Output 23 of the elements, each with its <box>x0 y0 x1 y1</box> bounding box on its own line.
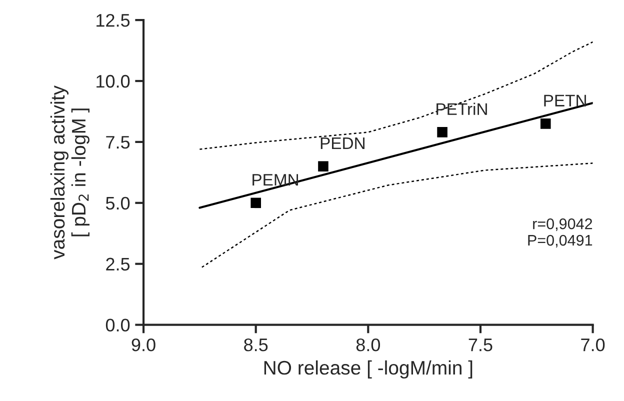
annotation: PEMN <box>252 174 298 186</box>
point <box>437 127 448 138</box>
x-tick-label: 8.5 <box>244 338 268 352</box>
line-series <box>201 162 593 268</box>
x-tick-label: 7.5 <box>468 338 492 352</box>
point <box>250 198 261 208</box>
annotation: PETN <box>544 94 586 106</box>
annotation: PEDN <box>320 138 364 149</box>
line-series <box>199 41 593 150</box>
y-tick-label: 7.5 <box>106 136 130 149</box>
x-tick-label: 8.0 <box>356 338 380 352</box>
y-tick-label: 10.0 <box>96 74 130 88</box>
point <box>540 118 551 129</box>
y-tick-label: 0.0 <box>106 318 130 332</box>
point <box>318 161 328 172</box>
x-tick-label: 7.0 <box>581 338 605 352</box>
y-axis-title: vasorelaxing activity [ pD$_{2}$ in -logM ] <box>50 85 90 260</box>
y-tick-label: 5.0 <box>106 196 130 210</box>
y-tick-label: 2.5 <box>106 258 130 271</box>
x-axis-title: NO release [ -logM/min ] <box>264 360 472 379</box>
x-tick-label: 9.0 <box>132 338 156 352</box>
y-tick-label: 12.5 <box>96 14 130 27</box>
annotation: r=0,9042 P=0,0491 <box>528 218 592 248</box>
